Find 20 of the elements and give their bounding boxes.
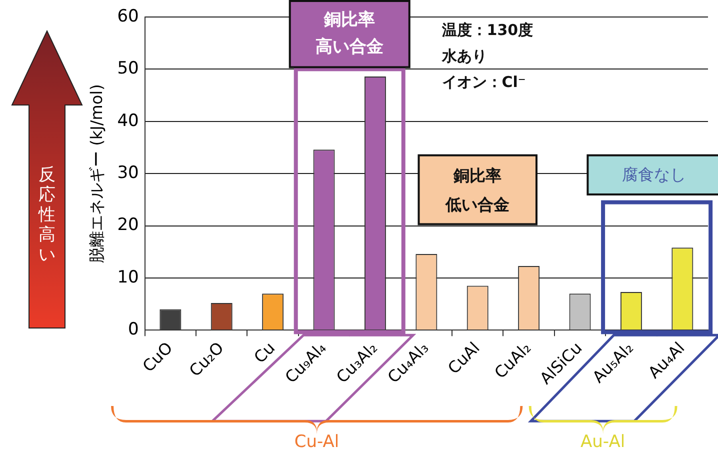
annotation: 温度：130度 [442,20,534,39]
y-tick-label: 20 [117,215,139,236]
annotation: 高い合金 [316,37,384,58]
y-tick-label: 50 [117,58,139,79]
annotation: 水あり [442,46,487,65]
y-tick-label: 40 [117,110,139,131]
y-tick-label: 10 [117,267,139,288]
text: 反応性高い [37,165,56,265]
annotation: 銅比率 [454,166,502,186]
text: Au-Al [580,432,626,453]
x-tick-label: Cu [250,338,279,367]
y-axis-title: 脱離エネルギー (kJ/mol) [86,84,106,263]
annotation: イオン：Cl⁻ [442,72,526,91]
y-tick-label: 0 [128,320,139,340]
text: Cu-Al [294,432,340,453]
annotation: 腐食なし [622,164,686,184]
y-tick-label: 30 [117,162,139,183]
annotation: 銅比率 [324,10,376,30]
annotation: 低い合金 [446,194,510,214]
y-tick-label: 60 [117,6,139,26]
